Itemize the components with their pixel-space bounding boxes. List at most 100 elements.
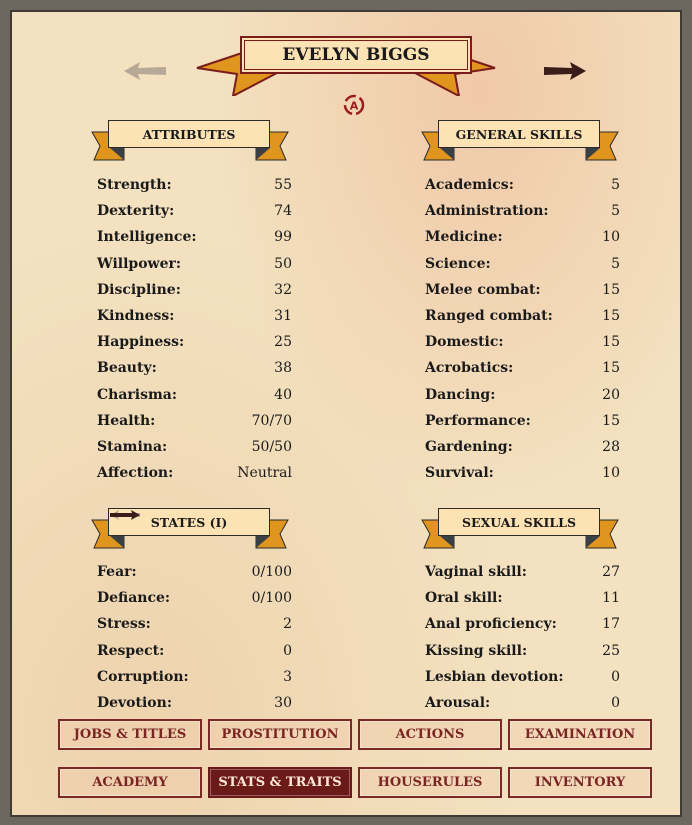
- section-title: ATTRIBUTES: [142, 126, 236, 142]
- stat-label: Intelligence:: [97, 229, 197, 246]
- stat-label: Defiance:: [97, 590, 171, 607]
- section-title: GENERAL SKILLS: [455, 126, 583, 142]
- stat-row: Strength: 55: [97, 174, 292, 196]
- stat-label: Dancing:: [425, 386, 496, 403]
- stat-row: Fear: 0/100: [97, 561, 292, 583]
- stat-label: Administration:: [425, 203, 549, 220]
- stat-label: Affection:: [97, 465, 174, 482]
- stat-row: Gardening: 28: [425, 436, 620, 458]
- stat-value: 0: [611, 695, 620, 711]
- stat-value: 5: [611, 255, 620, 272]
- stat-row: Charisma: 40: [97, 384, 292, 406]
- tab-button-inventory[interactable]: INVENTORY: [508, 767, 652, 798]
- stat-label: Anal proficiency:: [425, 616, 557, 633]
- sexual-skills-header: SEXUAL SKILLS: [420, 506, 620, 552]
- stat-row: Ranged combat: 15: [425, 305, 620, 327]
- stat-label: Health:: [97, 412, 156, 429]
- stat-value: 30: [274, 695, 292, 711]
- tab-button-actions[interactable]: ACTIONS: [358, 719, 502, 750]
- stat-row: Melee combat: 15: [425, 279, 620, 301]
- stat-value: 5: [611, 203, 620, 220]
- stat-label: Performance:: [425, 412, 531, 429]
- section-title: SEXUAL SKILLS: [462, 514, 576, 530]
- stat-row: Affection: Neutral: [97, 462, 292, 484]
- section-title: STATES (I): [150, 514, 228, 530]
- stat-value: 32: [274, 281, 292, 298]
- stat-label: Academics:: [425, 177, 514, 193]
- stat-label: Science:: [425, 255, 491, 272]
- stat-row: Willpower: 50: [97, 253, 292, 275]
- stat-row: Anal proficiency: 17: [425, 613, 620, 635]
- stat-label: Stamina:: [97, 439, 168, 455]
- stat-row: Intelligence: 99: [97, 226, 292, 248]
- auto-refresh-icon[interactable]: A: [340, 92, 368, 118]
- stat-row: Health: 70/70: [97, 410, 292, 432]
- stat-value: 0/100: [251, 590, 292, 607]
- prev-character-arrow-icon[interactable]: [122, 60, 168, 82]
- stat-value: 40: [274, 386, 292, 403]
- stat-label: Oral skill:: [425, 590, 503, 607]
- stat-label: Medicine:: [425, 229, 503, 246]
- stat-label: Willpower:: [97, 255, 182, 272]
- stat-value: 10: [602, 229, 620, 246]
- states-header: STATES (I): [90, 506, 290, 552]
- stat-label: Vaginal skill:: [425, 564, 527, 580]
- stat-row: Defiance: 0/100: [97, 587, 292, 609]
- stat-row: Academics: 5: [425, 174, 620, 196]
- stat-label: Dexterity:: [97, 203, 175, 220]
- stat-row: Domestic: 15: [425, 331, 620, 353]
- stat-value: 99: [274, 229, 292, 246]
- stat-label: Melee combat:: [425, 281, 541, 298]
- stat-label: Charisma:: [97, 386, 178, 403]
- stat-row: Acrobatics: 15: [425, 357, 620, 379]
- stat-row: Respect: 0: [97, 640, 292, 662]
- stat-value: 20: [602, 386, 620, 403]
- general-skills-header: GENERAL SKILLS: [420, 118, 620, 164]
- stat-row: Medicine: 10: [425, 226, 620, 248]
- tab-button-prostitution[interactable]: PROSTITUTION: [208, 719, 352, 750]
- next-character-arrow-icon[interactable]: [542, 60, 588, 82]
- states-next-arrow-icon[interactable]: [109, 509, 141, 521]
- stat-label: Beauty:: [97, 360, 157, 377]
- stat-label: Corruption:: [97, 668, 189, 685]
- stat-row: Kissing skill: 25: [425, 640, 620, 662]
- tab-button-houserules[interactable]: HOUSERULES: [358, 767, 502, 798]
- stat-value: 38: [274, 360, 292, 377]
- character-name-banner: EVELYN BIGGS: [195, 34, 497, 96]
- tab-button-academy[interactable]: ACADEMY: [58, 767, 202, 798]
- tab-button-jobs-titles[interactable]: JOBS & TITLES: [58, 719, 202, 750]
- stat-row: Stamina: 50/50: [97, 436, 292, 458]
- stat-label: Discipline:: [97, 281, 181, 298]
- stat-value: 10: [602, 465, 620, 482]
- stat-label: Kindness:: [97, 308, 175, 324]
- stat-row: Performance: 15: [425, 410, 620, 432]
- stat-label: Survival:: [425, 465, 494, 482]
- stat-label: Acrobatics:: [425, 360, 514, 377]
- stat-value: 15: [602, 334, 620, 351]
- stat-label: Fear:: [97, 564, 137, 580]
- attributes-header: ATTRIBUTES: [90, 118, 290, 164]
- stat-row: Beauty: 38: [97, 357, 292, 379]
- stat-row: Survival: 10: [425, 462, 620, 484]
- stat-label: Respect:: [97, 642, 165, 659]
- stat-row: Corruption: 3: [97, 666, 292, 688]
- stat-value: 15: [602, 281, 620, 298]
- stat-row: Arousal: 0: [425, 692, 620, 714]
- stat-value: 50/50: [251, 439, 292, 455]
- stat-row: Science: 5: [425, 253, 620, 275]
- stat-value: 15: [602, 360, 620, 377]
- stat-value: 25: [274, 334, 292, 351]
- stat-row: Kindness: 31: [97, 305, 292, 327]
- stat-row: Lesbian devotion: 0: [425, 666, 620, 688]
- stat-value: 2: [283, 616, 292, 633]
- stat-row: Dancing: 20: [425, 384, 620, 406]
- stat-value: 74: [274, 203, 292, 220]
- tab-button-examination[interactable]: EXAMINATION: [508, 719, 652, 750]
- stat-label: Ranged combat:: [425, 308, 553, 324]
- stat-label: Domestic:: [425, 334, 504, 351]
- stat-row: Happiness: 25: [97, 331, 292, 353]
- stat-value: 55: [274, 177, 292, 193]
- tab-button-stats-traits[interactable]: STATS & TRAITS: [208, 767, 352, 798]
- stat-value: 5: [611, 177, 620, 193]
- stat-value: 70/70: [251, 412, 292, 429]
